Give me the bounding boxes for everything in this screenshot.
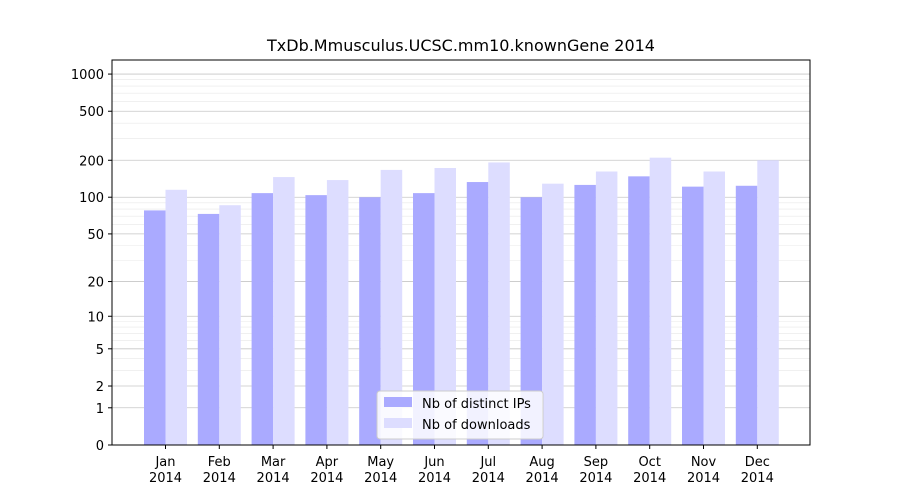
x-tick-label-month: Jan [154,455,175,470]
x-tick-label-month: Aug [529,455,554,470]
y-tick-label: 100 [79,191,104,206]
x-tick-label-year: 2014 [579,471,612,486]
bar-downloads-dec [757,160,779,445]
x-tick-label-month: Dec [745,455,770,470]
bar-layer [144,157,779,446]
y-tick-label: 1000 [71,68,104,83]
bar-distinct-ips-jul [466,182,489,445]
y-tick-label: 2 [96,380,104,395]
legend-swatch [384,397,412,407]
x-tick-label-year: 2014 [633,471,666,486]
y-tick-label: 200 [79,154,104,169]
bar-downloads-oct [649,157,672,445]
x-tick-label-month: Jun [423,455,444,470]
bar-distinct-ips-apr [305,195,327,445]
x-tick-label-month: Feb [208,455,231,470]
y-tick-label: 20 [87,276,104,291]
y-tick-label: 1 [96,402,104,417]
bar-downloads-jan [165,189,187,445]
bar-distinct-ips-jan [144,210,166,445]
x-tick-label-month: Nov [691,455,717,470]
x-tick-label-year: 2014 [149,471,182,486]
x-tick-label-year: 2014 [526,471,559,486]
bar-downloads-aug [542,183,564,445]
x-tick-label-month: Mar [261,455,286,470]
x-tick-label-year: 2014 [741,471,774,486]
x-tick-label-year: 2014 [203,471,236,486]
x-tick-label-year: 2014 [364,471,397,486]
x-tick-label-year: 2014 [310,471,343,486]
y-tick-label: 50 [87,228,104,243]
bar-downloads-nov [703,171,725,445]
bar-distinct-ips-dec [735,185,758,445]
y-tick-label: 0 [96,439,104,454]
bar-distinct-ips-sep [574,184,596,445]
bar-distinct-ips-mar [251,193,274,445]
bar-downloads-apr [326,180,349,445]
y-tick-label: 5 [96,343,104,358]
x-tick-label-month: Jul [479,455,496,470]
chart-title: TxDb.Mmusculus.UCSC.mm10.knownGene 2014 [266,36,655,55]
bar-distinct-ips-may [359,197,381,445]
y-tick-label: 500 [79,105,104,120]
x-tick-label-year: 2014 [687,471,720,486]
bar-distinct-ips-jun [413,193,435,445]
x-tick-label-month: Apr [316,455,339,470]
legend-box [376,390,544,440]
legend-label: Nb of distinct IPs [422,397,531,412]
bar-downloads-sep [595,171,618,445]
legend: Nb of distinct IPs Nb of downloads [376,390,544,440]
bar-distinct-ips-nov [682,186,704,445]
bar-distinct-ips-aug [520,197,543,445]
legend-swatch [384,418,412,428]
x-axis: Jan2014Feb2014Mar2014Apr2014May2014Jun20… [149,445,774,486]
bar-distinct-ips-oct [628,176,650,445]
x-tick-label-month: Oct [638,455,660,470]
y-axis: 0 1 2 5 10 20 50 100 200 500 1000 [71,68,112,454]
bar-downloads-jul [488,162,510,445]
x-tick-label-month: Sep [584,455,609,470]
plot-frame [111,59,811,446]
bar-downloads-mar [273,177,295,446]
x-tick-label-year: 2014 [257,471,290,486]
x-tick-label-year: 2014 [418,471,451,486]
bar-distinct-ips-feb [197,213,220,445]
bar-downloads-may [380,169,403,445]
bar-downloads-feb [219,205,241,445]
y-tick-label: 10 [87,310,104,325]
legend-label: Nb of downloads [422,418,531,433]
bar-downloads-jun [434,168,456,445]
x-tick-label-year: 2014 [472,471,505,486]
x-tick-label-month: May [367,455,394,470]
